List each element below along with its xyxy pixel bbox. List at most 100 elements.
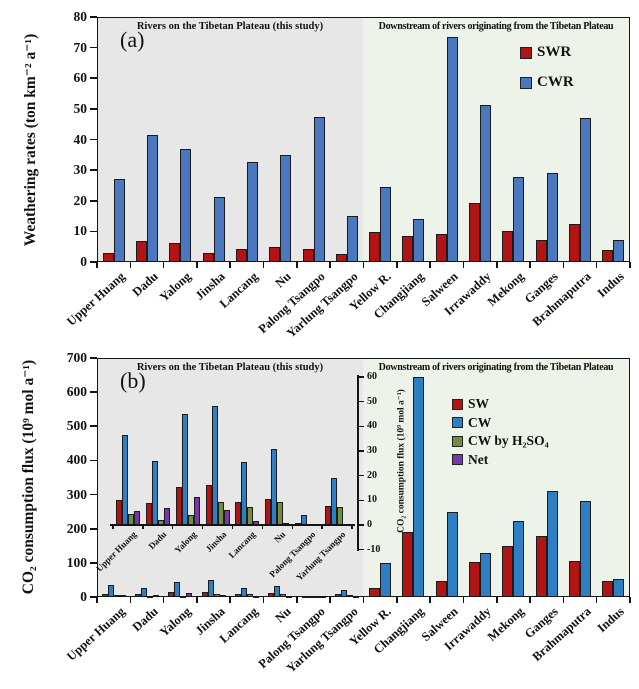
- legend-item-swr: SWR: [520, 44, 571, 61]
- panel-a-y-tick-70: [90, 46, 97, 49]
- panel-b-main-x-tick-12: [495, 597, 498, 603]
- panel-a-y-tick-label-20: 20: [73, 192, 88, 208]
- bar-swr-indus: [602, 250, 614, 262]
- inset-bar-cw-upper-huang: [121, 434, 128, 525]
- legend-swatch-cw: [452, 417, 463, 428]
- inset-y-tick-label-0: 0: [367, 519, 372, 530]
- legend-swatch-cwr: [520, 76, 532, 89]
- bar-net-yarlung-tsangpo: [352, 595, 359, 598]
- inset-y-tick-label-60: 60: [367, 371, 377, 382]
- panel-a-y-tick-label-80: 80: [73, 9, 88, 24]
- bar-swr-lancang: [235, 248, 247, 262]
- panel-a-right-region-title: Downstream of rivers originating from th…: [378, 21, 614, 32]
- panel-b-letter: (b): [120, 368, 146, 393]
- panel-b-main-y-tick-400: [90, 459, 97, 462]
- bar-swr-nu: [269, 246, 281, 262]
- panel-a-y-tick-label-10: 10: [73, 223, 88, 239]
- inset-y-tick-20: [358, 474, 364, 477]
- panel-a-x-tick-3: [196, 262, 198, 268]
- bar-cwr-upper-huang: [113, 178, 125, 262]
- bar-sw-brahmaputra: [569, 561, 581, 597]
- panel-a-x-tick-10: [429, 262, 431, 268]
- bar-cw-ganges: [546, 491, 558, 597]
- legend-item-cwr: CWR: [520, 74, 574, 91]
- bar-cwr-dadu: [146, 134, 158, 262]
- panel-a-x-tick-1: [129, 262, 132, 268]
- panel-a-x-tick-14: [562, 262, 565, 268]
- bar-cw-yellow-r: [380, 562, 392, 597]
- panel-a-y-tick-80: [90, 16, 97, 18]
- panel-a-y-tick-20: [90, 199, 97, 202]
- panel-b-main-y-tick-label-600: 600: [66, 384, 87, 400]
- legend-label-swr: SWR: [537, 44, 572, 60]
- inset-y-axis-title: CO₂ consumption flux (10⁹ mol a⁻¹): [396, 389, 407, 533]
- legend-label-net: Net: [468, 451, 489, 467]
- bar-cwr-lancang: [246, 161, 258, 262]
- bar-swr-mekong: [502, 231, 514, 262]
- inset-y-tick-label-20: 20: [367, 469, 377, 481]
- panel-a-x-tick-2: [162, 262, 165, 268]
- bar-swr-salween: [435, 233, 447, 262]
- panel-b-main-y-tick-label-200: 200: [66, 520, 87, 536]
- inset-y-axis-line: [357, 375, 359, 551]
- panel-a-y-tick-60: [90, 77, 97, 80]
- bar-net-palong-tsangpo: [319, 595, 326, 598]
- inset-y-tick-50: [358, 400, 364, 403]
- legend-item-sw: SW: [452, 396, 489, 412]
- inset-y-tick-label-30: 30: [367, 445, 377, 456]
- panel-b-main-x-tick-1: [129, 597, 132, 603]
- inset-y-tick-label-50: 50: [367, 395, 377, 407]
- inset-y-tick-30: [358, 450, 364, 452]
- panel-a-x-tick-0: [96, 262, 98, 268]
- bar-cwr-ganges: [546, 173, 558, 262]
- legend-label-cw-by-h-so: CW by H₂SO₄: [468, 433, 549, 448]
- bar-cw-mekong: [513, 520, 525, 597]
- panel-b-main-y-tick-label-700: 700: [66, 350, 87, 365]
- panel-a-y-tick-50: [90, 108, 97, 110]
- bar-cw-indus: [613, 579, 625, 597]
- panel-b-main-x-tick-5: [262, 597, 265, 603]
- bar-cw-changjiang: [413, 376, 425, 597]
- inset-y-tick-label--10: -10: [367, 543, 381, 555]
- bar-swr-yellow-r: [369, 231, 381, 262]
- bar-cwr-brahmaputra: [580, 118, 592, 262]
- inset-x-tick-6: [291, 525, 293, 529]
- inset-bar-net-jinsha: [223, 509, 230, 525]
- bar-cwr-salween: [446, 36, 458, 262]
- panel-a-x-tick-7: [329, 262, 331, 268]
- panel-a-y-tick-label-70: 70: [73, 39, 88, 55]
- bar-sw-salween: [435, 580, 447, 597]
- inset-bar-cw-by-h-so-yarlung-tsangpo: [337, 506, 344, 525]
- panel-b-main-y-tick-700: [90, 357, 97, 359]
- inset-bar-cw-by-h-so-nu: [277, 502, 284, 525]
- panel-a-y-tick-label-0: 0: [80, 254, 87, 269]
- inset-y-tick-0: [358, 524, 364, 526]
- panel-a-letter: (a): [120, 27, 145, 52]
- bar-sw-ganges: [535, 536, 547, 597]
- panel-b-main-x-tick-0: [96, 597, 98, 603]
- bar-cwr-yalong: [180, 148, 192, 262]
- panel-b-main-x-tick-10: [429, 597, 431, 603]
- inset-x-tick-8: [351, 525, 353, 529]
- inset-x-tick-4: [231, 525, 234, 529]
- legend-item-net: Net: [452, 452, 488, 468]
- legend-label-sw: SW: [468, 396, 490, 411]
- panel-a-x-tick-15: [595, 262, 598, 268]
- inset-x-tick-0: [112, 525, 114, 529]
- panel-a-left-region-title: Rivers on the Tibetan Plateau (this stud…: [136, 21, 324, 32]
- panel-b-main-y-tick-label-0: 0: [80, 589, 87, 604]
- bar-cw-brahmaputra: [580, 501, 592, 597]
- legend-label-cw: CW: [468, 414, 492, 430]
- panel-b-main-x-tick-16: [629, 597, 631, 603]
- panel-a-x-tick-5: [262, 262, 265, 268]
- panel-b-right-region-title: Downstream of rivers originating from th…: [378, 362, 614, 373]
- bar-swr-brahmaputra: [569, 224, 581, 262]
- panel-a-y-tick-0: [90, 261, 97, 263]
- inset-bar-cw-dadu: [151, 460, 158, 525]
- legend-swatch-swr: [520, 46, 532, 59]
- inset-bar-cw-yalong: [181, 414, 188, 525]
- panel-b-main-x-tick-13: [529, 597, 531, 603]
- panel-b-main-x-tick-7: [329, 597, 331, 603]
- bar-cwr-yellow-r: [380, 186, 392, 262]
